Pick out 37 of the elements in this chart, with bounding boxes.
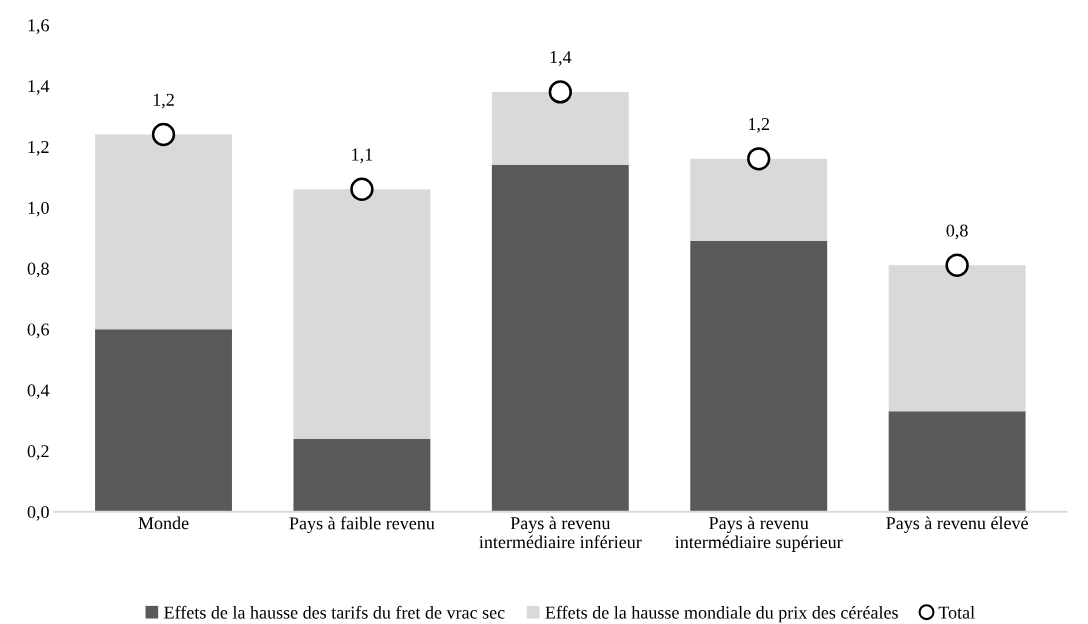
bar [888,265,1026,412]
point [548,80,572,104]
legend-label: Total [938,605,975,619]
bar [293,438,431,512]
point [151,122,176,147]
data-label: 1,2 [749,118,770,133]
x-tick-label: Pays à revenu intermédiaire inférieur [479,516,642,549]
y-tick-label: 1,4 [28,80,50,95]
bar [491,91,629,165]
x-tick-label: Pays à faible revenu [289,516,435,534]
x-tick-label: Pays à revenu élevé [886,516,1028,533]
bar [491,164,629,512]
bar [293,189,431,439]
x-tick-label: Pays à revenu intermédiaire supérieur [675,516,843,552]
y-tick-label: 1,2 [28,140,49,156]
y-tick-label: 1,6 [28,19,49,34]
y-tick-label: 0,2 [27,445,49,460]
legend-label: Effets de la hausse mondiale du prix des céréales [545,605,898,623]
y-tick-label: 1,0 [28,201,49,217]
point [747,147,771,171]
legend-label: Effets de la hausse des tarifs du fret de vrac sec [164,605,505,619]
bar [95,329,232,512]
y-tick-label: 0,0 [27,505,49,521]
point [350,177,374,201]
y-tick-label: 0,6 [27,323,49,339]
y-tick-label: 0,8 [27,262,49,278]
bar [888,411,1026,512]
bar [95,134,232,330]
data-label: 0,8 [946,224,968,240]
x-tick-label: Monde [138,516,189,530]
data-label: 1,4 [550,51,572,66]
bar [690,240,828,512]
y-tick-label: 0,4 [27,384,50,400]
data-label: 1,2 [153,93,174,109]
bar [690,158,828,241]
point [945,253,969,277]
data-label: 1,1 [352,148,373,164]
